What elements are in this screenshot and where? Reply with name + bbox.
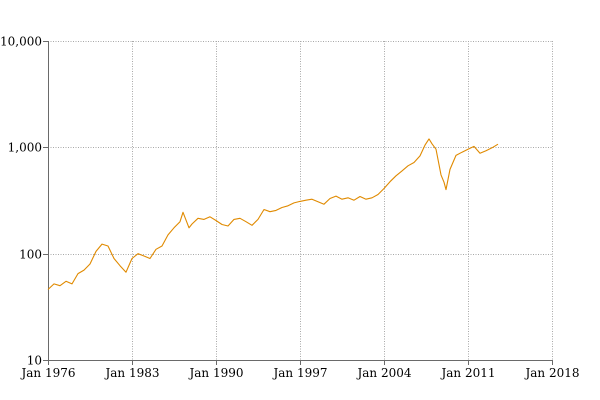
series-layer bbox=[47, 138, 499, 290]
x-tick-label-3: Jan 1997 bbox=[271, 366, 327, 380]
y-tick-label-1: 100 bbox=[19, 248, 42, 262]
tick-labels: 10 100 1,000 10,000 Jan 1976 Jan 1983 Jan 1990… bbox=[0, 35, 580, 381]
y-tick-label-2: 1,000 bbox=[8, 141, 42, 155]
x-tick-label-6: Jan 2018 bbox=[523, 366, 579, 380]
x-tick-label-2: Jan 1990 bbox=[187, 366, 243, 380]
axes bbox=[43, 41, 553, 365]
x-tick-label-0: Jan 1976 bbox=[19, 366, 75, 380]
series-line-0 bbox=[47, 138, 499, 290]
grid-lines bbox=[48, 41, 553, 361]
y-tick-label-3: 10,000 bbox=[0, 35, 42, 49]
y-tick-label-0: 10 bbox=[27, 354, 42, 368]
x-tick-label-5: Jan 2011 bbox=[439, 366, 495, 380]
x-tick-label-4: Jan 2004 bbox=[355, 366, 411, 380]
x-tick-label-1: Jan 1983 bbox=[103, 366, 159, 380]
